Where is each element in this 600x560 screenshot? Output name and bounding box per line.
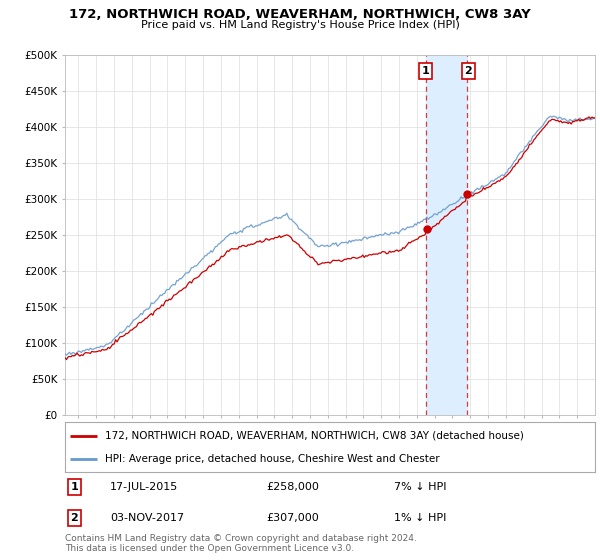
Text: 17-JUL-2015: 17-JUL-2015 <box>110 482 178 492</box>
Text: Price paid vs. HM Land Registry's House Price Index (HPI): Price paid vs. HM Land Registry's House … <box>140 20 460 30</box>
Text: 2: 2 <box>70 513 78 523</box>
Text: 7% ↓ HPI: 7% ↓ HPI <box>394 482 446 492</box>
Text: 2: 2 <box>464 66 472 76</box>
Text: 03-NOV-2017: 03-NOV-2017 <box>110 513 184 523</box>
Text: £307,000: £307,000 <box>266 513 319 523</box>
Text: HPI: Average price, detached house, Cheshire West and Chester: HPI: Average price, detached house, Ches… <box>105 454 439 464</box>
Text: 1: 1 <box>422 66 430 76</box>
Text: 1% ↓ HPI: 1% ↓ HPI <box>394 513 446 523</box>
Text: £258,000: £258,000 <box>266 482 319 492</box>
Bar <box>427 55 467 415</box>
Text: Contains HM Land Registry data © Crown copyright and database right 2024.
This d: Contains HM Land Registry data © Crown c… <box>65 534 417 553</box>
Text: 1: 1 <box>70 482 78 492</box>
Text: 172, NORTHWICH ROAD, WEAVERHAM, NORTHWICH, CW8 3AY: 172, NORTHWICH ROAD, WEAVERHAM, NORTHWIC… <box>69 8 531 21</box>
Text: 172, NORTHWICH ROAD, WEAVERHAM, NORTHWICH, CW8 3AY (detached house): 172, NORTHWICH ROAD, WEAVERHAM, NORTHWIC… <box>105 431 524 441</box>
